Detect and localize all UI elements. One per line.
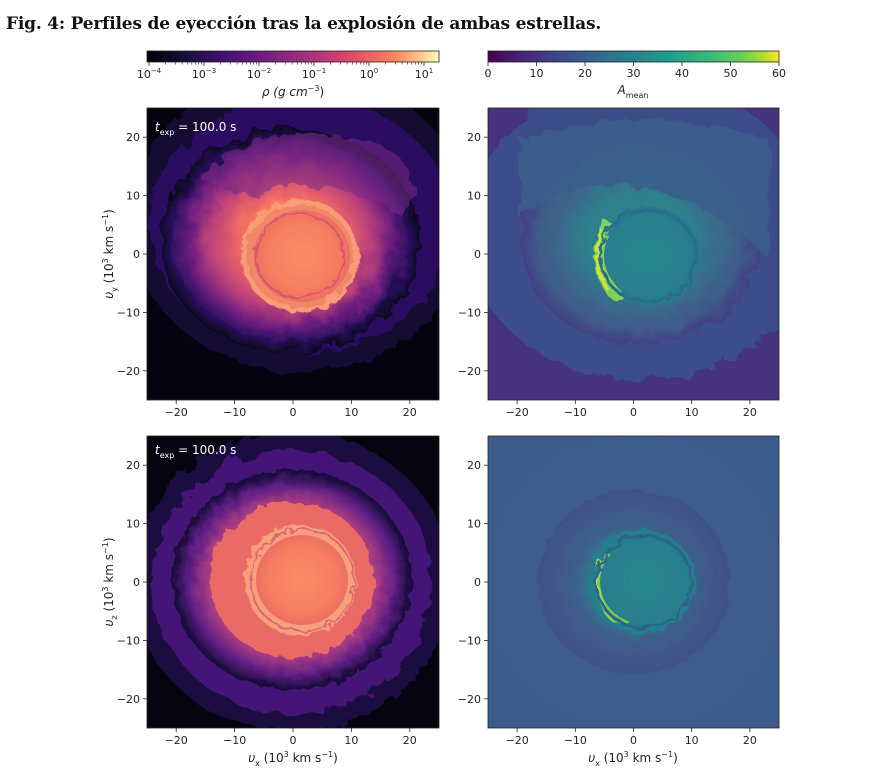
density-colorbar-ticks: 10−4 10−3 10−2 10−1 100 101 xyxy=(137,62,433,81)
x-tick-label: 20 xyxy=(403,734,417,747)
x-tick-label: −20 xyxy=(165,734,188,747)
amean-panel-xy xyxy=(488,108,779,400)
x-tick-label: 20 xyxy=(743,406,757,419)
x-tick-label: 10 xyxy=(344,406,358,419)
density-panel-xy xyxy=(147,108,439,400)
density-colorbar: 10−4 10−3 10−2 10−1 100 101 ρ (g cm−3) xyxy=(137,50,440,99)
x-tick-label: 10 xyxy=(685,406,699,419)
x-tick-label: −10 xyxy=(223,734,246,747)
x-tick-label: 20 xyxy=(743,734,757,747)
y-tick-label: 10 xyxy=(126,518,140,531)
amean-tick-label: 0 xyxy=(485,67,492,80)
x-tick-label: −10 xyxy=(223,406,246,419)
amean-tick-label: 40 xyxy=(675,67,689,80)
y-tick-label: 10 xyxy=(467,518,481,531)
x-tick-label: 20 xyxy=(403,406,417,419)
time-annotation-top: texp = 100.0 s xyxy=(155,120,236,137)
y-tick-label: 20 xyxy=(467,459,481,472)
y-tick-label: 20 xyxy=(126,131,140,144)
density-tick-label: 100 xyxy=(360,67,378,81)
x-tick-label: −10 xyxy=(564,734,587,747)
y-tick-label: 10 xyxy=(126,190,140,203)
x-tick-label: −20 xyxy=(165,406,188,419)
y-tick-label: −20 xyxy=(458,365,481,378)
y-tick-label: −10 xyxy=(458,634,481,647)
x-axis-label-right: υx (103 km s−1) xyxy=(588,750,678,768)
x-tick-label: −10 xyxy=(564,406,587,419)
figure-title: Fig. 4: Perfiles de eyección tras la exp… xyxy=(6,14,602,34)
x-tick-label: 0 xyxy=(630,406,637,419)
amean-tick-label: 50 xyxy=(724,67,738,80)
y-tick-label: 0 xyxy=(133,576,140,589)
panel-axis-ticks: −20 −20 −10 −10 0 0 10 10 20 20 −20 −20 −10 −10 0 0 10 10… xyxy=(117,131,757,747)
x-tick-label: 0 xyxy=(290,734,297,747)
x-tick-label: 10 xyxy=(344,734,358,747)
y-tick-label: −10 xyxy=(458,306,481,319)
y-tick-label: −20 xyxy=(458,693,481,706)
x-tick-label: −20 xyxy=(505,406,528,419)
x-tick-label: 0 xyxy=(630,734,637,747)
x-axis-label-left: υx (103 km s−1) xyxy=(248,750,338,768)
amean-tick-label: 30 xyxy=(627,67,641,80)
x-tick-label: −20 xyxy=(505,734,528,747)
amean-tick-label: 60 xyxy=(772,67,786,80)
amean-panel-xz xyxy=(488,436,779,728)
amean-tick-label: 20 xyxy=(578,67,592,80)
density-panel-xz xyxy=(147,436,439,728)
y-tick-label: 0 xyxy=(474,248,481,261)
density-tick-label: 10−1 xyxy=(302,67,326,81)
y-tick-label: 20 xyxy=(126,459,140,472)
y-tick-label: 20 xyxy=(467,131,481,144)
y-axis-label-bottom: υz (103 km s−1) xyxy=(101,537,119,626)
y-tick-label: 0 xyxy=(474,576,481,589)
amean-colorbar-label: Amean xyxy=(617,83,649,100)
density-tick-label: 10−2 xyxy=(247,67,271,81)
y-tick-label: −10 xyxy=(117,634,140,647)
amean-colorbar-ticks: 0 10 20 30 40 50 60 xyxy=(485,62,786,80)
y-tick-label: −20 xyxy=(117,693,140,706)
density-colorbar-label: ρ (g cm−3) xyxy=(262,84,324,99)
density-tick-label: 10−3 xyxy=(192,67,216,81)
x-tick-label: 0 xyxy=(290,406,297,419)
y-tick-label: −20 xyxy=(117,365,140,378)
y-tick-label: 10 xyxy=(467,190,481,203)
amean-tick-label: 10 xyxy=(530,67,544,80)
time-annotation-bottom: texp = 100.0 s xyxy=(155,443,236,460)
y-tick-label: 0 xyxy=(133,248,140,261)
x-tick-label: 10 xyxy=(685,734,699,747)
y-axis-label-top: υy (103 km s−1) xyxy=(101,209,119,299)
density-tick-label: 10−4 xyxy=(137,67,162,81)
amean-colorbar: 0 10 20 30 40 50 60 Amean xyxy=(485,50,786,100)
density-tick-label: 101 xyxy=(415,67,433,81)
y-tick-label: −10 xyxy=(117,306,140,319)
